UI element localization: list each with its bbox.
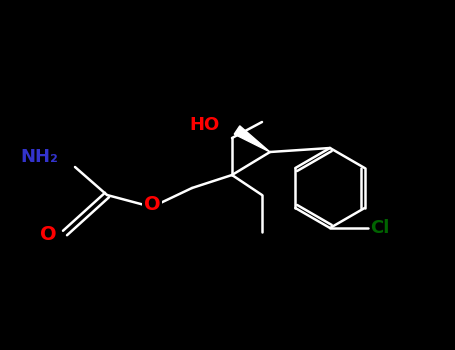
Text: O: O [40, 225, 57, 245]
Text: Cl: Cl [370, 219, 389, 237]
Text: HO: HO [190, 116, 220, 134]
Polygon shape [234, 126, 270, 152]
Text: NH₂: NH₂ [20, 148, 58, 166]
Text: O: O [144, 196, 160, 215]
